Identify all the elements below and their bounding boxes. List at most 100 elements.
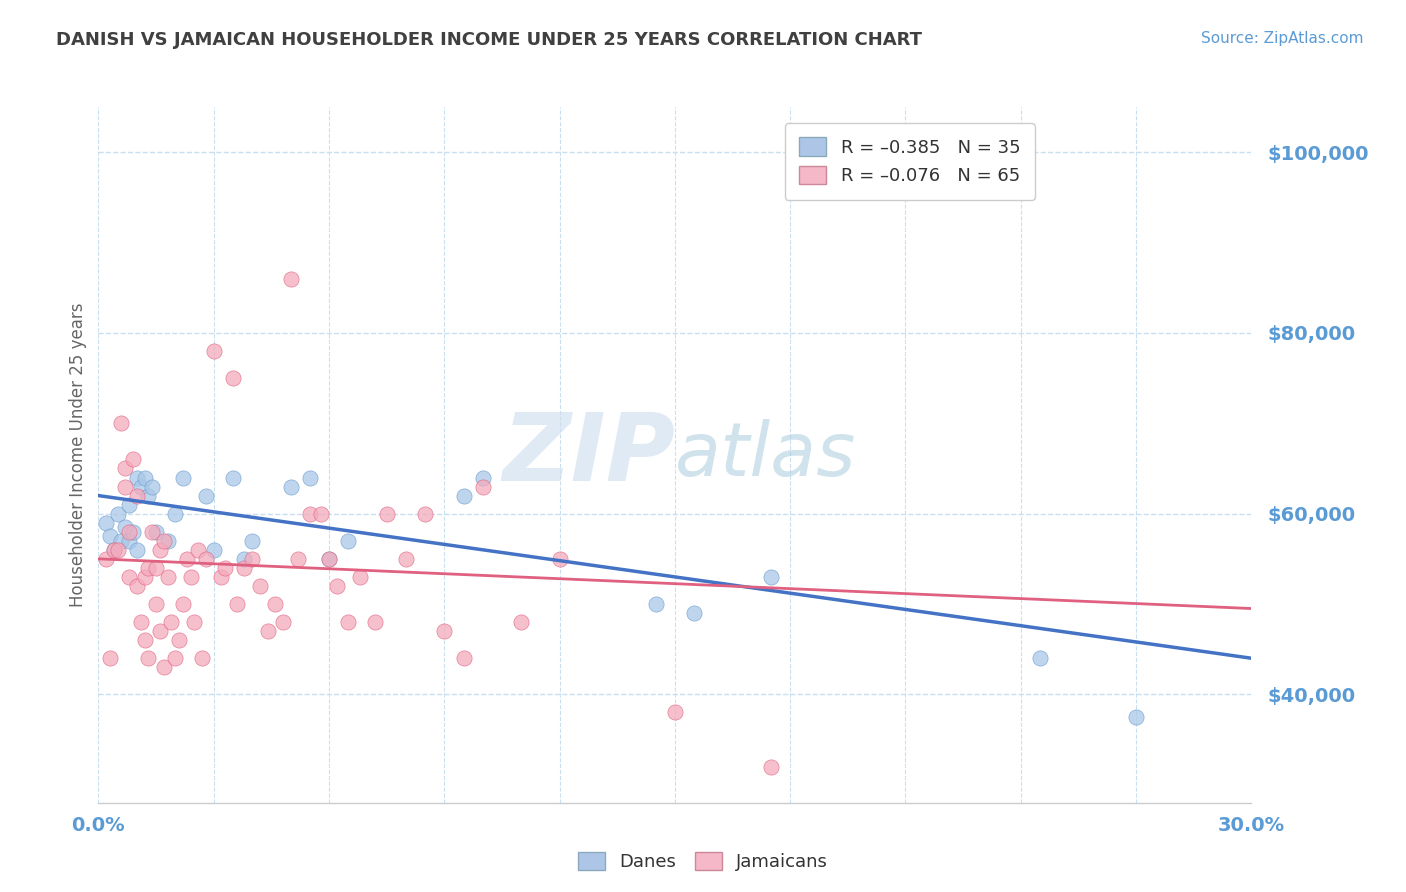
Point (98, 651, 121, 665)
Point (156, 533, 179, 548)
Point (280, 479, 302, 493)
Point (156, 570, 179, 584)
Point (180, 570, 202, 584)
Point (256, 624, 278, 639)
Point (118, 570, 141, 584)
Point (337, 533, 360, 548)
Point (134, 633, 156, 648)
Point (311, 507, 333, 521)
Point (471, 479, 494, 493)
Point (375, 507, 398, 521)
Point (318, 551, 340, 566)
Point (325, 579, 347, 593)
Point (141, 479, 163, 493)
Point (759, 759, 782, 773)
Point (183, 615, 205, 629)
Point (129, 615, 152, 629)
Point (214, 561, 236, 575)
Point (114, 461, 136, 475)
Point (149, 542, 172, 557)
Point (759, 570, 782, 584)
Point (114, 520, 136, 534)
Point (141, 524, 163, 539)
Point (683, 606, 706, 620)
Point (222, 470, 245, 484)
Point (98, 529, 121, 543)
Point (337, 615, 360, 629)
Point (364, 615, 387, 629)
Point (249, 579, 271, 593)
Point (122, 524, 145, 539)
Point (129, 479, 152, 493)
Point (145, 524, 167, 539)
Point (176, 551, 198, 566)
Point (125, 579, 148, 593)
Point (125, 470, 148, 484)
Point (222, 371, 245, 385)
Point (172, 470, 194, 484)
Point (191, 651, 214, 665)
Point (122, 452, 145, 467)
Point (134, 470, 156, 484)
Point (125, 542, 148, 557)
Point (165, 507, 187, 521)
Y-axis label: Householder Income Under 25 years: Householder Income Under 25 years (69, 302, 87, 607)
Text: atlas: atlas (675, 419, 856, 491)
Point (94, 551, 117, 566)
Point (287, 551, 309, 566)
Point (107, 542, 129, 557)
Point (349, 570, 371, 584)
Point (271, 615, 294, 629)
Point (644, 597, 666, 611)
Point (240, 551, 263, 566)
Point (1029, 651, 1052, 665)
Point (167, 633, 190, 648)
Point (453, 489, 475, 503)
Point (165, 651, 187, 665)
Point (114, 479, 136, 493)
Point (548, 551, 571, 566)
Point (471, 470, 494, 484)
Point (225, 597, 247, 611)
Point (107, 507, 129, 521)
Point (453, 651, 475, 665)
Text: Source: ZipAtlas.com: Source: ZipAtlas.com (1201, 31, 1364, 46)
Point (233, 551, 256, 566)
Text: DANISH VS JAMAICAN HOUSEHOLDER INCOME UNDER 25 YEARS CORRELATION CHART: DANISH VS JAMAICAN HOUSEHOLDER INCOME UN… (56, 31, 922, 49)
Point (202, 542, 225, 557)
Point (152, 660, 174, 674)
Point (160, 615, 183, 629)
Point (298, 507, 321, 521)
Point (264, 597, 287, 611)
Point (138, 651, 160, 665)
Point (1125, 710, 1147, 724)
Point (138, 561, 160, 575)
Point (510, 615, 533, 629)
Point (134, 570, 156, 584)
Point (138, 489, 160, 503)
Point (103, 542, 125, 557)
Point (395, 551, 418, 566)
Point (664, 706, 686, 720)
Point (195, 489, 218, 503)
Point (172, 597, 194, 611)
Point (195, 551, 218, 566)
Point (187, 542, 209, 557)
Point (202, 344, 225, 359)
Point (118, 498, 141, 512)
Point (240, 533, 263, 548)
Point (94, 516, 117, 530)
Point (209, 570, 232, 584)
Point (318, 551, 340, 566)
Legend: Danes, Jamaicans: Danes, Jamaicans (571, 845, 835, 879)
Point (145, 597, 167, 611)
Point (433, 624, 456, 639)
Point (280, 271, 302, 285)
Legend: R = –0.385   N = 35, R = –0.076   N = 65: R = –0.385 N = 35, R = –0.076 N = 65 (785, 123, 1035, 200)
Point (110, 533, 132, 548)
Point (152, 533, 174, 548)
Point (118, 533, 141, 548)
Point (103, 542, 125, 557)
Point (110, 417, 132, 431)
Point (118, 524, 141, 539)
